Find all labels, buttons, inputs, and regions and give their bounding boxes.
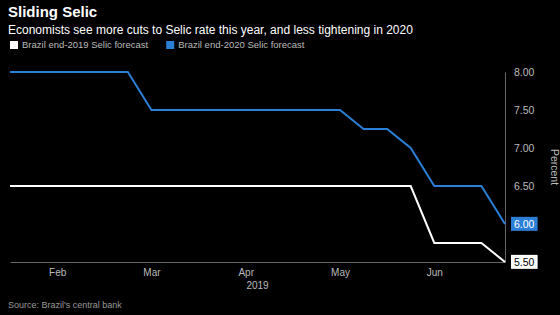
x-axis: Feb Mar Apr May Jun	[11, 262, 506, 278]
y-tick: 6.50	[505, 180, 535, 192]
y-tick-label: 7.50	[514, 104, 535, 116]
source: Source: Brazil's central bank	[8, 300, 122, 310]
legend-swatch	[10, 41, 18, 49]
x-tick: Apr	[238, 262, 254, 278]
y-tick: 8.00	[505, 66, 535, 78]
x-tick-label: Jun	[427, 267, 443, 278]
y-tick: 5.50	[505, 255, 538, 269]
y-tick-label: 6.50	[514, 180, 535, 192]
legend-label: Brazil end-2020 Selic forecast	[178, 39, 305, 50]
legend-swatch	[166, 41, 174, 49]
legend-item: Brazil end-2019 Selic forecast	[10, 39, 149, 50]
x-tick: May	[331, 262, 350, 278]
title: Sliding Selic	[8, 3, 97, 20]
x-tick-label: Apr	[238, 267, 254, 278]
subtitle: Economists see more cuts to Selic rate t…	[8, 23, 413, 37]
x-tick-label: May	[331, 267, 350, 278]
x-tick: Feb	[49, 262, 67, 278]
legend: Brazil end-2019 Selic forecast Brazil end…	[10, 39, 305, 50]
legend-item: Brazil end-2020 Selic forecast	[166, 39, 305, 50]
y-tick: 6.00	[505, 217, 538, 231]
x-tick: Mar	[143, 262, 161, 278]
y-tick-label: 5.50	[514, 256, 535, 268]
x-axis-line	[11, 262, 506, 263]
x-axis-title: 2019	[246, 280, 269, 291]
y-axis-title: Percent	[549, 149, 560, 185]
x-tick: Jun	[427, 262, 443, 278]
chart: Sliding Selic Economists see more cuts to…	[0, 0, 560, 315]
series-line	[10, 186, 505, 262]
y-axis: 5.50 6.00 6.50 7.00 7.50 8.00	[505, 66, 538, 269]
y-tick-label: 7.00	[514, 142, 535, 154]
y-tick-label: 6.00	[514, 218, 535, 230]
end-label-box	[511, 217, 538, 231]
x-tick-label: Feb	[49, 267, 67, 278]
end-label-box	[511, 255, 538, 269]
y-tick: 7.00	[505, 142, 535, 154]
plot	[10, 72, 505, 262]
y-tick: 7.50	[505, 104, 535, 116]
legend-label: Brazil end-2019 Selic forecast	[22, 39, 149, 50]
background	[0, 0, 560, 315]
y-tick-label: 8.00	[514, 66, 535, 78]
y-axis-line	[505, 73, 506, 263]
series-line	[10, 72, 505, 224]
x-tick-label: Mar	[143, 267, 161, 278]
